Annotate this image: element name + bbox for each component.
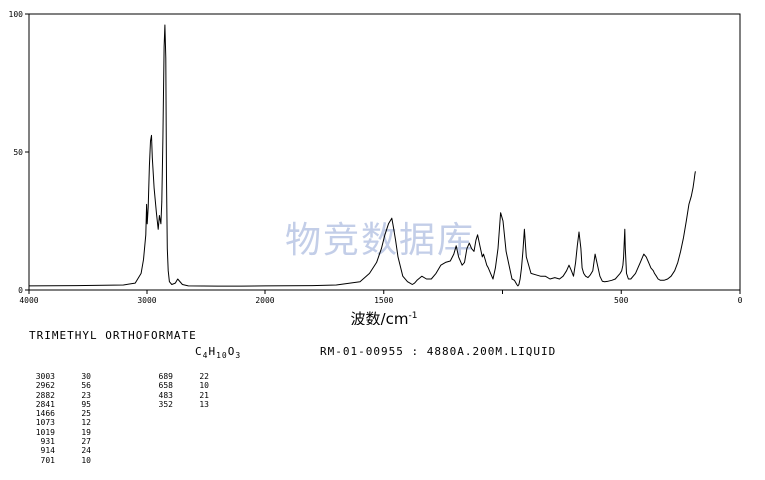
peak-transmittance: 23	[81, 390, 91, 400]
spectrum-line	[28, 24, 696, 287]
peak-table-column-2: 689 22 658 10 483 21 352 13	[149, 372, 209, 409]
peak-transmittance: 95	[81, 399, 91, 409]
peak-wavenumber: 2962	[35, 381, 55, 391]
formula-element: C	[195, 345, 203, 358]
x-axis-title-superscript: -1	[408, 311, 417, 321]
ir-spectrum-chart: 0 50 100 4000 3000 2000 1500 500 0 物竞数据库 波数/cm-…	[9, 10, 743, 325]
x-tick-label: 2000	[255, 296, 274, 305]
peak-transmittance: 30	[81, 372, 91, 381]
peak-transmittance: 21	[199, 390, 209, 400]
formula-count: 10	[216, 351, 228, 361]
peak-table-row: 931 27	[31, 437, 91, 446]
peak-table-row: 352 13	[149, 400, 209, 409]
peak-transmittance: 13	[199, 399, 209, 409]
peak-table-row: 3003 30	[31, 372, 91, 381]
peak-wavenumber: 1466	[35, 409, 55, 419]
y-axis: 0 50 100	[9, 10, 29, 295]
peak-transmittance: 25	[81, 409, 91, 419]
watermark: 物竞数据库	[285, 220, 475, 261]
peak-transmittance: 56	[81, 381, 91, 391]
molecular-formula: C4H10O3	[195, 345, 241, 360]
peak-table-column-1: 3003 30 2962 56 2882 23 2841 95 1466 25 1073 12 1019…	[31, 372, 91, 465]
x-tick-label: 3000	[137, 296, 156, 305]
x-tick-label: 0	[738, 296, 743, 305]
peak-wavenumber: 1073	[35, 418, 55, 428]
peak-transmittance: 22	[199, 372, 209, 381]
peak-table-row: 689 22	[149, 372, 209, 381]
peak-wavenumber: 2882	[35, 390, 55, 400]
peak-wavenumber: 689	[158, 372, 173, 381]
peak-table-row: 1073 12	[31, 418, 91, 427]
peak-wavenumber: 701	[40, 455, 55, 465]
peak-wavenumber: 2841	[35, 399, 55, 409]
formula-count: 3	[235, 351, 242, 361]
y-tick-label: 0	[18, 286, 23, 295]
peak-transmittance: 10	[81, 455, 91, 465]
peak-wavenumber: 658	[158, 381, 173, 391]
formula-element: O	[227, 345, 236, 358]
formula-element: H	[208, 345, 217, 358]
x-axis-title: 波数/cm-1	[351, 310, 418, 325]
peak-table-row: 914 24	[31, 446, 91, 455]
peak-table-row: 1019 19	[31, 428, 91, 437]
peak-wavenumber: 931	[40, 437, 55, 447]
peak-table-row: 2962 56	[31, 381, 91, 390]
peak-table-row: 483 21	[149, 391, 209, 400]
peak-wavenumber: 914	[40, 446, 55, 456]
peak-wavenumber: 3003	[35, 372, 55, 381]
peak-table-row: 2841 95	[31, 400, 91, 409]
peak-wavenumber: 1019	[35, 427, 55, 437]
peak-transmittance: 27	[81, 437, 91, 447]
x-tick-label: 500	[614, 296, 629, 305]
peak-table-row: 1466 25	[31, 409, 91, 418]
peak-table-row: 658 10	[149, 381, 209, 390]
x-tick-label: 4000	[19, 296, 38, 305]
y-tick-label: 100	[9, 10, 24, 19]
x-axis-title-text: 波数/cm	[351, 310, 409, 325]
formula-count: 4	[202, 351, 209, 361]
peak-transmittance: 19	[81, 427, 91, 437]
x-tick-label: 1500	[374, 296, 393, 305]
peak-transmittance: 10	[199, 381, 209, 391]
peak-table-row: 701 10	[31, 456, 91, 465]
peak-table-row: 2882 23	[31, 391, 91, 400]
peak-wavenumber: 483	[158, 390, 173, 400]
peak-transmittance: 12	[81, 418, 91, 428]
peak-wavenumber: 352	[158, 399, 173, 409]
y-tick-label: 50	[13, 148, 23, 157]
compound-name: TRIMETHYL ORTHOFORMATE	[29, 329, 197, 342]
peak-transmittance: 24	[81, 446, 91, 456]
x-axis: 4000 3000 2000 1500 500 0	[19, 290, 743, 305]
reference-info: RM-01-00955 : 4880A.200M.LIQUID	[320, 345, 557, 358]
